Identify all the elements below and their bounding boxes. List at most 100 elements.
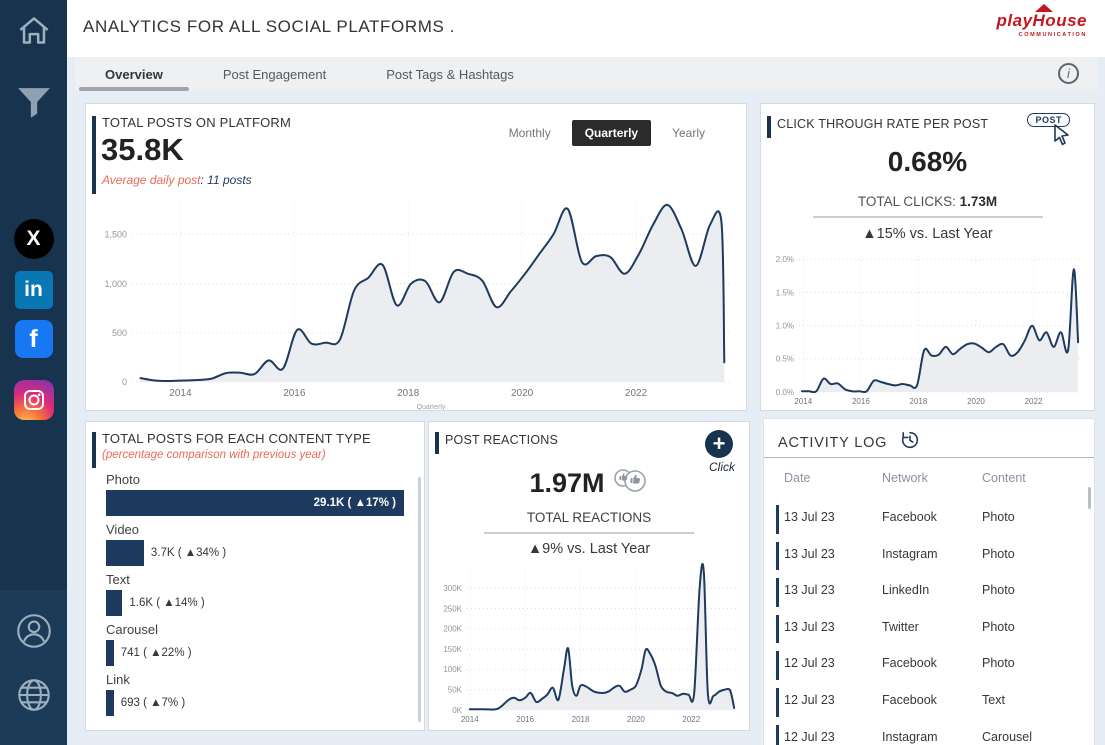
cursor-icon: [1052, 124, 1072, 151]
bar-text[interactable]: [106, 590, 123, 616]
bar-category-label: Photo: [106, 472, 140, 487]
facebook-icon[interactable]: f: [14, 320, 53, 358]
home-icon[interactable]: [13, 10, 55, 57]
row-accent-bar: [776, 687, 779, 717]
svg-text:1,000: 1,000: [104, 279, 127, 289]
facebook-glyph: f: [29, 324, 38, 353]
bar-value-label: 741 ( ▲22% ): [120, 647, 192, 659]
card-title: POST REACTIONS: [445, 433, 559, 447]
profile-icon[interactable]: [13, 610, 55, 657]
info-icon[interactable]: i: [1058, 63, 1079, 84]
table-row[interactable]: 12 Jul 23 Facebook Text: [764, 684, 1094, 721]
bar-category-label: Link: [106, 672, 130, 687]
activity-table-body: 13 Jul 23 Facebook Photo 13 Jul 23 Instagra…: [764, 501, 1094, 745]
divider: [484, 532, 694, 534]
bar-carousel[interactable]: [106, 640, 114, 666]
title-accent-bar: [435, 432, 439, 454]
table-row[interactable]: 12 Jul 23 Facebook Photo: [764, 647, 1094, 684]
column-date: Date: [784, 471, 811, 485]
svg-text:2.0%: 2.0%: [776, 255, 794, 264]
reactions-chart[interactable]: 0K 50K 100K 150K 200K 250K 300K 2014 2016 2018 202…: [433, 562, 747, 728]
svg-text:2018: 2018: [572, 715, 590, 724]
bar-value-label: 1.6K ( ▲14% ): [129, 597, 205, 609]
svg-text:2014: 2014: [794, 397, 812, 406]
table-row[interactable]: 13 Jul 23 Facebook Photo: [764, 501, 1094, 538]
total-reactions-label: TOTAL REACTIONS: [526, 510, 652, 525]
bar-category-label: Text: [106, 572, 130, 587]
tab-overview[interactable]: Overview: [75, 57, 193, 91]
yearly-toggle[interactable]: Yearly: [659, 120, 718, 146]
svg-text:300K: 300K: [443, 584, 462, 593]
table-row[interactable]: 13 Jul 23 Instagram Photo: [764, 538, 1094, 575]
monthly-toggle[interactable]: Monthly: [496, 120, 564, 146]
post-badge-button[interactable]: POST: [1027, 113, 1070, 127]
ctr-value: 0.68%: [887, 146, 968, 177]
row-accent-bar: [776, 578, 779, 607]
logo-roof-icon: [1035, 4, 1053, 12]
tab-label: Post Tags & Hashtags: [386, 66, 514, 82]
activity-log-card: ACTIVITY LOG Date Network Content 13 Jul…: [763, 418, 1095, 745]
tab-label: Post Engagement: [222, 66, 327, 82]
column-content: Content: [982, 471, 1026, 485]
bar-category-label: Video: [106, 522, 140, 537]
svg-text:2020: 2020: [627, 715, 645, 724]
svg-text:2014: 2014: [461, 715, 479, 724]
x-twitter-icon[interactable]: X: [13, 219, 54, 259]
row-accent-bar: [776, 614, 779, 644]
ctr-chart[interactable]: 0.0% 0.5% 1.0% 1.5% 2.0% 2014 2016 2018 2020 2022: [765, 250, 1091, 408]
table-row[interactable]: 13 Jul 23 LinkedIn Photo: [764, 574, 1094, 611]
reactions-value: 1.97M: [529, 468, 605, 498]
svg-text:2020: 2020: [967, 397, 985, 406]
svg-text:150K: 150K: [443, 645, 462, 654]
svg-text:1,500: 1,500: [104, 230, 127, 240]
row-accent-bar: [776, 651, 779, 680]
bar-link[interactable]: [106, 690, 114, 716]
svg-text:2016: 2016: [283, 388, 306, 399]
globe-icon[interactable]: [13, 674, 55, 721]
table-row[interactable]: 12 Jul 23 Instagram Carousel: [764, 721, 1094, 745]
click-label: Click: [709, 460, 735, 474]
divider: [812, 216, 1043, 218]
bar-video[interactable]: [106, 540, 144, 566]
ctr-delta: ▲15% vs. Last Year: [862, 226, 993, 242]
total-posts-chart[interactable]: 0 500 1,000 1,500 2014 2016 2018 2020 2022 Quarte…: [92, 192, 742, 410]
total-clicks-value: 1.73M: [959, 194, 998, 209]
card-title: TOTAL POSTS FOR EACH CONTENT TYPE: [102, 431, 371, 446]
svg-text:2022: 2022: [625, 388, 648, 399]
logo-subtext: COMMUNICATION: [1018, 32, 1087, 38]
svg-text:1.5%: 1.5%: [776, 288, 794, 297]
svg-text:2018: 2018: [910, 397, 928, 406]
history-clock-icon[interactable]: [899, 429, 921, 456]
row-accent-bar: [776, 724, 779, 745]
average-daily-post: Average daily post: 11 posts: [102, 173, 252, 187]
reactions-icon: [613, 466, 649, 501]
svg-text:1.0%: 1.0%: [776, 321, 794, 330]
content-type-card: TOTAL POSTS FOR EACH CONTENT TYPE (perce…: [85, 421, 425, 731]
header: ANALYTICS FOR ALL SOCIAL PLATFORMS . pla…: [67, 0, 1105, 57]
instagram-icon[interactable]: [13, 380, 54, 420]
linkedin-icon[interactable]: in: [14, 271, 53, 309]
svg-text:2022: 2022: [682, 715, 700, 724]
bar-value-label: 29.1K ( ▲17% ): [313, 497, 396, 509]
linkedin-glyph: in: [24, 278, 43, 301]
title-accent-bar: [92, 116, 96, 194]
tab-post-tags-hashtags[interactable]: Post Tags & Hashtags: [356, 57, 544, 91]
svg-text:0.0%: 0.0%: [776, 388, 794, 397]
sidebar: X in f: [0, 0, 67, 745]
column-network: Network: [882, 471, 928, 485]
scrollbar[interactable]: [418, 477, 421, 722]
add-button[interactable]: +: [705, 430, 733, 458]
scrollbar[interactable]: [1088, 487, 1091, 509]
total-posts-value: 35.8K: [101, 132, 184, 167]
tab-post-engagement[interactable]: Post Engagement: [193, 57, 356, 91]
x-glyph: X: [26, 227, 41, 250]
reactions-delta: ▲9% vs. Last Year: [527, 541, 651, 557]
svg-text:2020: 2020: [511, 388, 534, 399]
bar-photo[interactable]: 29.1K ( ▲17% ): [106, 490, 404, 516]
filter-icon[interactable]: [16, 86, 52, 125]
card-subtitle: (percentage comparison with previous yea…: [102, 449, 326, 461]
table-row[interactable]: 13 Jul 23 Twitter Photo: [764, 611, 1094, 648]
svg-text:2014: 2014: [169, 388, 192, 399]
activity-log-title: ACTIVITY LOG: [778, 434, 888, 451]
quarterly-toggle[interactable]: Quarterly: [571, 120, 652, 146]
